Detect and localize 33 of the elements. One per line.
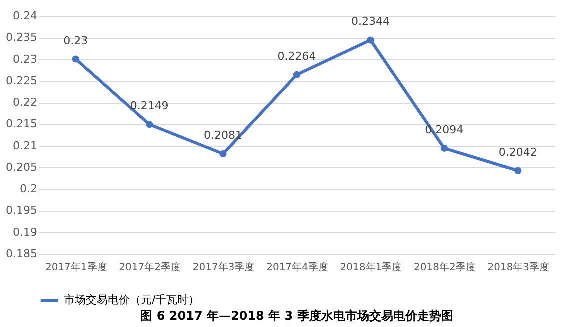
x-tick-label: 2017年1季度 [45,262,108,274]
y-tick-label: 0.23 [13,52,38,66]
x-tick-label: 2018年1季度 [340,262,402,274]
y-tick-label: 0.215 [6,118,38,131]
y-tick-label: 0.205 [6,160,38,174]
point [514,167,522,174]
x-tick-label: 2017年2季度 [119,262,181,274]
x-tick-label: 2018年3季度 [488,262,550,274]
y-tick-label: 0.235 [6,31,38,44]
y-tick-label: 0.22 [13,96,38,110]
data-label: 0.2344 [351,15,390,28]
data-label: 0.2149 [130,100,169,113]
y-tick-label: 0.195 [6,204,38,218]
y-tick-label: 0.2 [20,182,38,196]
y-tick-label: 0.19 [13,226,38,239]
data-label: 0.23 [64,34,88,48]
point [220,150,227,158]
data-label: 0.2042 [498,146,538,159]
y-tick-label: 0.225 [6,74,38,88]
legend-label: 市场交易电价（元/千瓦时） [64,294,200,306]
point [72,56,80,63]
point [367,36,374,44]
x-tick-label: 2017年3季度 [192,262,255,274]
y-tick-label: 0.185 [6,248,38,260]
x-tick-label: 2018年2季度 [414,262,476,274]
y-tick-label: 0.21 [13,139,38,152]
text: 图 6 2017 年—2018 年 3 季度水电市场交易电价走势图 [140,309,454,323]
point [440,144,448,152]
point [146,121,154,128]
y-tick-label: 0.24 [13,10,38,22]
x-tick-label: 2017年4季度 [266,262,328,274]
data-label: 0.2264 [278,50,316,63]
point [293,71,301,78]
